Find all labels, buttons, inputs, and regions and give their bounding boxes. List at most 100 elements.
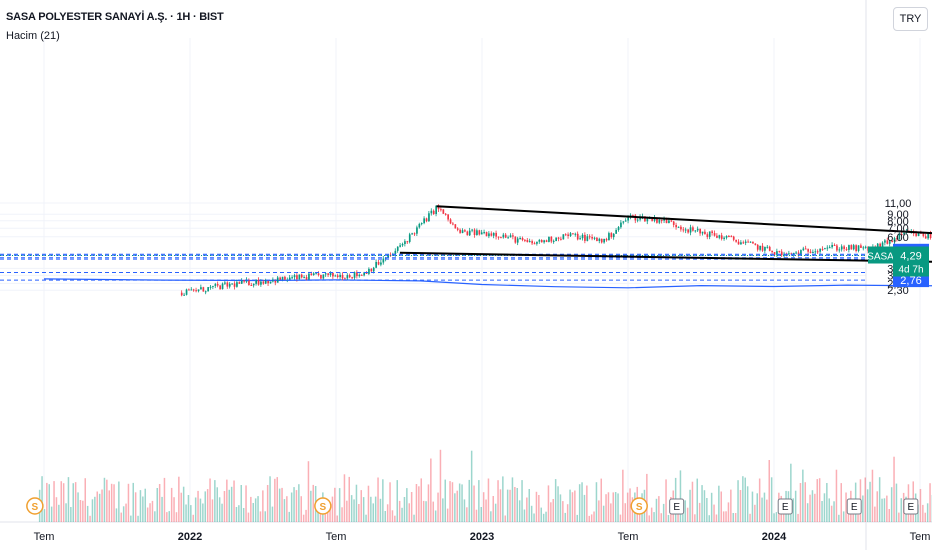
volume-bar bbox=[46, 482, 48, 522]
volume-bar bbox=[521, 480, 523, 522]
candle-body bbox=[742, 242, 745, 244]
volume-bar bbox=[194, 497, 197, 522]
volume-bar bbox=[158, 484, 161, 522]
candle-body bbox=[308, 273, 310, 280]
candle-body bbox=[440, 209, 442, 211]
volume-bar bbox=[626, 492, 629, 522]
volume-bar bbox=[749, 513, 751, 522]
volume-bar bbox=[348, 476, 350, 522]
candle-body bbox=[512, 235, 514, 237]
candle-body bbox=[497, 236, 500, 238]
volume-bar bbox=[180, 492, 182, 522]
volume-bar bbox=[816, 479, 818, 522]
volume-bar bbox=[494, 503, 497, 522]
candle-body bbox=[730, 236, 733, 238]
volume-bar bbox=[175, 512, 178, 522]
candle-body bbox=[725, 236, 728, 238]
candle-body bbox=[651, 218, 653, 221]
candle-body bbox=[720, 235, 723, 239]
candle-body bbox=[778, 251, 781, 253]
volume-bar bbox=[804, 482, 806, 522]
candle-body bbox=[572, 233, 574, 235]
candle-body bbox=[418, 224, 421, 228]
volume-bar bbox=[617, 493, 619, 522]
volume-bar bbox=[161, 496, 163, 522]
candle-body bbox=[226, 282, 229, 287]
candle-body bbox=[653, 217, 656, 221]
volume-bar bbox=[283, 499, 286, 522]
volume-bar bbox=[898, 512, 900, 522]
volume-bar bbox=[422, 500, 425, 522]
candle-body bbox=[250, 285, 253, 286]
candle-body bbox=[576, 233, 579, 240]
candle-body bbox=[336, 275, 339, 277]
candle-body bbox=[358, 274, 361, 277]
candle-body bbox=[711, 231, 713, 233]
candle-body bbox=[279, 277, 281, 280]
volume-bar bbox=[187, 495, 190, 522]
volume-bar bbox=[559, 494, 562, 522]
volume-bar bbox=[588, 515, 590, 522]
volume-bar bbox=[614, 492, 617, 522]
earnings-marker-label: E bbox=[908, 502, 915, 513]
volume-bar bbox=[511, 477, 514, 522]
candle-body bbox=[454, 224, 457, 229]
volume-bar bbox=[360, 490, 362, 522]
volume-bar bbox=[653, 512, 655, 522]
candle-body bbox=[404, 241, 406, 244]
volume-bar bbox=[648, 515, 650, 522]
currency-button[interactable]: TRY bbox=[893, 7, 928, 31]
candle-body bbox=[387, 254, 389, 258]
earnings-marker-label: E bbox=[782, 502, 789, 513]
volume-bar bbox=[65, 503, 67, 522]
candle-body bbox=[713, 233, 716, 236]
candle-body bbox=[243, 280, 245, 282]
candle-body bbox=[776, 251, 778, 255]
candle-body bbox=[473, 229, 476, 235]
volume-bar bbox=[341, 507, 343, 522]
candle-body bbox=[689, 227, 692, 233]
candle-body bbox=[694, 230, 697, 232]
volume-bar bbox=[329, 504, 331, 522]
candle-body bbox=[684, 229, 687, 231]
volume-bar bbox=[924, 512, 926, 522]
volume-bar bbox=[890, 487, 893, 522]
volume-bar bbox=[362, 497, 365, 522]
candle-body bbox=[768, 246, 771, 251]
candle-body bbox=[468, 230, 471, 236]
volume-bar bbox=[55, 497, 58, 522]
candle-body bbox=[701, 231, 704, 234]
dividend-marker-label: S bbox=[636, 502, 643, 513]
volume-bar bbox=[420, 478, 422, 522]
volume-bar bbox=[427, 484, 430, 522]
volume-bar bbox=[886, 495, 888, 522]
candle-body bbox=[857, 245, 860, 251]
candle-body bbox=[708, 231, 711, 237]
volume-bar bbox=[350, 495, 353, 522]
candle-body bbox=[528, 241, 531, 243]
countdown-label: 4d 7h bbox=[898, 265, 923, 276]
volume-bar bbox=[514, 487, 516, 522]
candle-body bbox=[826, 247, 829, 249]
candle-body bbox=[183, 294, 185, 296]
candle-body bbox=[728, 236, 730, 237]
volume-indicator-label[interactable]: Hacim (21) bbox=[6, 30, 60, 42]
volume-bar bbox=[401, 507, 403, 522]
volume-bar bbox=[835, 469, 838, 522]
volume-bar bbox=[274, 478, 276, 522]
volume-bar bbox=[168, 511, 170, 522]
symbol-badge bbox=[868, 246, 893, 264]
volume-bar bbox=[91, 499, 94, 522]
volume-bar bbox=[226, 479, 228, 522]
candle-body bbox=[644, 216, 646, 222]
volume-bar bbox=[480, 507, 482, 522]
candle-body bbox=[929, 233, 932, 238]
volume-bar bbox=[581, 482, 583, 522]
volume-bar bbox=[600, 478, 602, 522]
candle-body bbox=[252, 283, 255, 286]
candle-body bbox=[598, 238, 601, 241]
candle-body bbox=[214, 284, 217, 286]
candle-body bbox=[828, 247, 831, 249]
candle-body bbox=[449, 219, 452, 224]
